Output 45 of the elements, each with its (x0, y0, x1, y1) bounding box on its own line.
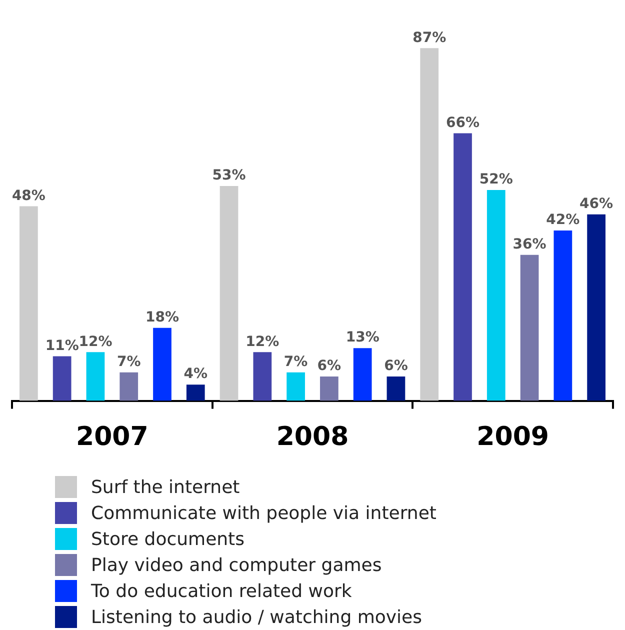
data-label: 7% (116, 354, 141, 370)
data-label: 13% (346, 330, 380, 346)
data-label: 12% (78, 334, 112, 350)
bar (52, 356, 72, 401)
data-label: 18% (145, 309, 180, 326)
bar (353, 348, 372, 401)
data-label: 52% (479, 172, 513, 188)
legend-label: Store documents (91, 528, 244, 550)
bar (153, 328, 172, 401)
bar (587, 214, 606, 401)
data-label: 42% (546, 212, 580, 228)
data-label: 6% (384, 358, 408, 374)
data-label: 53% (212, 168, 246, 184)
x-tick-label: 2008 (276, 422, 349, 452)
data-label: 12% (246, 334, 280, 350)
bar (20, 206, 38, 401)
bar (486, 190, 506, 401)
data-label: 66% (446, 114, 480, 131)
data-label: 6% (317, 358, 342, 374)
legend-label: Communicate with people via internet (91, 502, 436, 524)
legend-label: To do education related work (91, 580, 352, 602)
data-label: 48% (12, 188, 46, 204)
bar (220, 186, 238, 401)
legend-label: Surf the internet (91, 476, 240, 498)
bar (320, 376, 338, 401)
bar (120, 372, 138, 401)
bar (520, 254, 539, 401)
bar (86, 352, 105, 401)
data-label: 4% (184, 366, 208, 382)
bar (253, 352, 272, 401)
legend-label: Play video and computer games (91, 554, 382, 576)
data-label: 36% (512, 236, 546, 253)
bar (286, 372, 305, 401)
bar (186, 384, 205, 401)
data-label: 87% (412, 30, 446, 46)
bar (420, 48, 439, 401)
data-label: 11% (45, 338, 79, 354)
x-tick-label: 2009 (476, 422, 550, 452)
x-tick-label: 2007 (76, 422, 148, 452)
bar (386, 376, 406, 401)
bar (554, 230, 572, 401)
data-label: 46% (580, 196, 614, 212)
bar (454, 133, 472, 401)
data-label: 7% (284, 354, 308, 370)
legend-label: Listening to audio / watching movies (91, 606, 422, 628)
